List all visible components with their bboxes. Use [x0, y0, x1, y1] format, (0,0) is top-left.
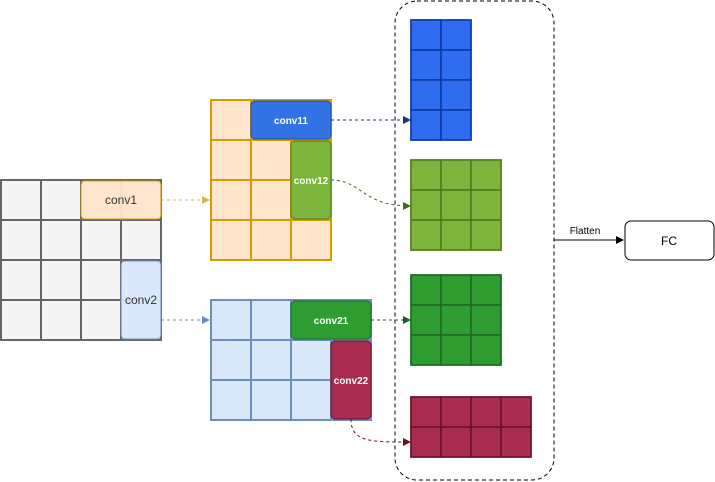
arrow-conv22-to-output	[350, 418, 411, 446]
output-conv22-cell	[500, 396, 532, 428]
feature-map-conv2-cell	[290, 339, 332, 381]
feature-map-conv1-cell	[210, 139, 252, 181]
feature-map-conv2-cell	[250, 299, 292, 341]
conv11-kernel	[250, 100, 332, 140]
input-grid-cell	[120, 219, 162, 261]
feature-map-conv1-cell	[210, 179, 252, 221]
output-conv22-cell	[440, 396, 472, 428]
conv1-kernel	[80, 180, 162, 220]
output-conv12-cell	[410, 219, 442, 251]
flatten-label: Flatten	[570, 226, 601, 237]
output-conv22-cell	[470, 396, 502, 428]
output-conv21	[410, 274, 502, 366]
conv21-label: conv21	[314, 316, 349, 327]
output-conv12-cell	[470, 189, 502, 221]
output-conv22	[410, 396, 532, 458]
feature-map-conv1-cell	[250, 139, 292, 181]
feature-map-conv2-cell	[250, 339, 292, 381]
feature-map-conv2-cell	[210, 379, 252, 421]
conv11-label: conv11	[274, 116, 308, 127]
conv1-label: conv1	[105, 193, 137, 207]
output-conv11-cell	[410, 19, 442, 51]
conv22-label: conv22	[334, 376, 369, 387]
feature-map-conv1-cell	[250, 179, 292, 221]
feature-map-conv2-cell	[210, 339, 252, 381]
input-grid-cell	[40, 299, 82, 341]
feature-map-conv2-cell	[290, 379, 332, 421]
output-conv22-cell	[500, 426, 532, 458]
arrow-conv12-to-output	[330, 179, 411, 210]
input-grid-cell	[40, 259, 82, 301]
conv21-kernel	[290, 300, 372, 340]
output-conv21-cell	[470, 304, 502, 336]
fc-label: FC	[661, 234, 677, 248]
output-conv12-cell	[440, 219, 472, 251]
output-conv11-cell	[410, 109, 442, 141]
feature-map-conv1-cell	[290, 219, 332, 261]
output-conv21-cell	[410, 274, 442, 306]
fc-box	[624, 220, 715, 261]
output-conv11-cell	[440, 49, 472, 81]
input-grid-cell	[0, 259, 42, 301]
output-conv22-cell	[440, 426, 472, 458]
output-conv22-cell	[410, 396, 442, 428]
feature-map-conv1-cell	[250, 219, 292, 261]
output-conv21-cell	[410, 304, 442, 336]
input-grid-cell	[0, 179, 42, 221]
output-conv12	[410, 159, 502, 251]
input-grid-cell	[40, 179, 82, 221]
output-conv11-cell	[440, 19, 472, 51]
conv2-label: conv2	[125, 293, 157, 307]
input-grid-cell	[80, 259, 122, 301]
feature-map-conv2-cell	[210, 299, 252, 341]
output-conv12-cell	[410, 159, 442, 191]
input-grid-cell	[0, 299, 42, 341]
output-conv21-cell	[470, 274, 502, 306]
output-conv12-cell	[410, 189, 442, 221]
output-conv11	[410, 19, 472, 141]
output-conv12-cell	[470, 219, 502, 251]
feature-map-conv2-cell	[250, 379, 292, 421]
input-grid-cell	[0, 219, 42, 261]
output-conv21-cell	[440, 274, 472, 306]
feature-map-conv1-cell	[210, 219, 252, 261]
input-grid-cell	[80, 219, 122, 261]
input-grid-cell	[80, 299, 122, 341]
output-conv12-cell	[440, 189, 472, 221]
conv22-kernel	[330, 340, 372, 420]
output-conv21-cell	[470, 334, 502, 366]
output-conv12-cell	[440, 159, 472, 191]
feature-map-conv1-cell	[210, 99, 252, 141]
output-conv21-cell	[440, 334, 472, 366]
output-conv22-cell	[470, 426, 502, 458]
output-conv11-cell	[440, 79, 472, 111]
conv12-kernel	[290, 140, 332, 220]
output-conv11-cell	[410, 49, 442, 81]
output-conv12-cell	[470, 159, 502, 191]
conv2-kernel	[120, 260, 162, 340]
conv12-label: conv12	[294, 176, 329, 187]
output-conv21-cell	[410, 334, 442, 366]
input-grid-cell	[40, 219, 82, 261]
output-conv11-cell	[440, 109, 472, 141]
output-conv22-cell	[410, 426, 442, 458]
output-conv21-cell	[440, 304, 472, 336]
output-conv11-cell	[410, 79, 442, 111]
